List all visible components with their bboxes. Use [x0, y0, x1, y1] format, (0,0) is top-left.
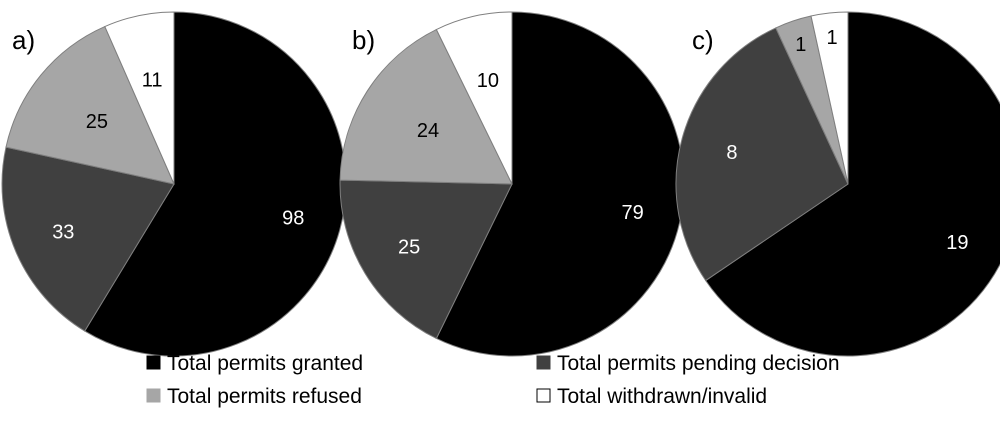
pie-slice-withdrawn	[104, 11, 175, 185]
pie-slice-refused	[339, 28, 513, 185]
panel-label: c)	[692, 25, 714, 55]
pie-slice-pending	[1, 146, 175, 332]
pie-slice-withdrawn	[810, 11, 849, 185]
legend-item-granted: Total permits granted	[146, 352, 363, 375]
legend-label: Total withdrawn/invalid	[557, 385, 767, 408]
panel-label: a)	[12, 25, 35, 55]
pie-panel-1: 98 33 25 11 a)	[1, 11, 347, 357]
data-label-refused: 25	[86, 111, 108, 133]
legend-swatch	[146, 388, 161, 403]
data-label-granted: 98	[282, 207, 304, 229]
pie-panel-3: 19 8 1 1 c)	[675, 11, 1000, 357]
data-label-withdrawn: 1	[826, 27, 837, 49]
legend-item-withdrawn: Total withdrawn/invalid	[536, 385, 767, 408]
pie-panels: 98 33 25 11 a) 79 25 24 10 b) 19 8 1 1 c)	[1, 11, 1000, 357]
data-label-granted: 19	[946, 232, 968, 254]
data-label-withdrawn: 11	[142, 70, 163, 92]
pie-slice-refused	[5, 25, 175, 185]
pie-slice-granted	[435, 11, 685, 357]
legend-swatch	[146, 355, 161, 370]
data-label-pending: 33	[52, 221, 74, 243]
pie-slice-pending	[675, 27, 849, 282]
legend-label: Total permits pending decision	[557, 352, 840, 375]
legend-swatch	[536, 355, 551, 370]
legend-swatch	[536, 388, 551, 403]
pie-panel-2: 79 25 24 10 b)	[339, 11, 685, 357]
pie-slice-granted	[84, 11, 347, 357]
legend: Total permits granted Total permits pendi…	[146, 352, 840, 408]
data-label-pending: 8	[726, 142, 737, 164]
data-label-pending: 25	[398, 237, 420, 259]
data-label-withdrawn: 10	[477, 70, 499, 92]
legend-item-pending: Total permits pending decision	[536, 352, 840, 375]
data-label-granted: 79	[622, 202, 644, 224]
legend-label: Total permits refused	[167, 385, 362, 408]
pie-slice-pending	[339, 179, 513, 340]
data-label-refused: 1	[795, 34, 806, 56]
pie-slice-withdrawn	[435, 11, 513, 185]
panel-label: b)	[352, 25, 375, 55]
legend-item-refused: Total permits refused	[146, 385, 362, 408]
legend-label: Total permits granted	[167, 352, 363, 375]
data-label-refused: 24	[417, 120, 439, 142]
